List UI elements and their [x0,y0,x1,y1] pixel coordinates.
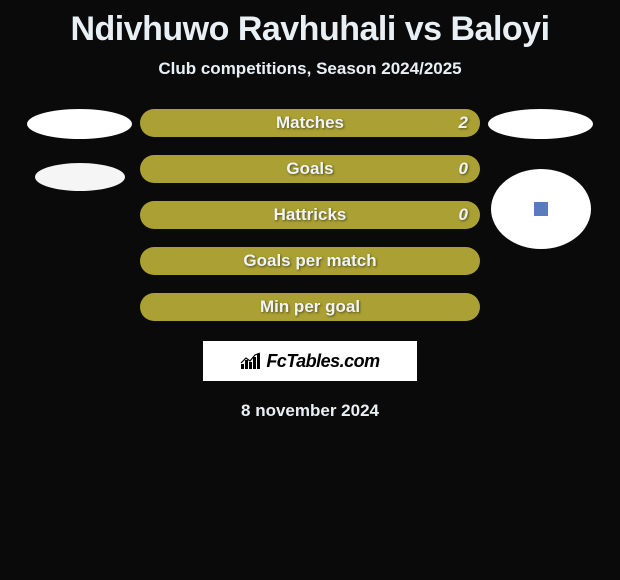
brand-chart-icon [240,352,262,370]
stat-label: Goals [286,159,333,179]
stat-value: 2 [459,113,468,133]
stat-bar-matches: Matches 2 [140,109,480,137]
right-player-col [488,109,593,249]
stat-bar-goals: Goals 0 [140,155,480,183]
stat-label: Goals per match [243,251,376,271]
comparison-widget: Ndivhuwo Ravhuhali vs Baloyi Club compet… [0,0,620,421]
player-sub-badge-left [35,163,125,191]
page-title: Ndivhuwo Ravhuhali vs Baloyi [0,10,620,49]
stats-column: Matches 2 Goals 0 Hattricks 0 Goals per … [140,109,480,321]
stat-bar-hattricks: Hattricks 0 [140,201,480,229]
main-row: Matches 2 Goals 0 Hattricks 0 Goals per … [0,109,620,321]
player-avatar-right [491,169,591,249]
brand-name: FcTables.com [266,351,379,372]
stat-label: Hattricks [274,205,347,225]
player-badge-left [27,109,132,139]
stat-bar-goals-per-match: Goals per match [140,247,480,275]
footer-date: 8 november 2024 [0,401,620,421]
stat-value: 0 [459,205,468,225]
player-badge-right [488,109,593,139]
subtitle: Club competitions, Season 2024/2025 [0,59,620,79]
brand-link[interactable]: FcTables.com [203,341,417,381]
stat-label: Min per goal [260,297,360,317]
stat-value: 0 [459,159,468,179]
placeholder-icon [534,202,548,216]
stat-bar-min-per-goal: Min per goal [140,293,480,321]
stat-label: Matches [276,113,344,133]
left-player-col [27,109,132,191]
